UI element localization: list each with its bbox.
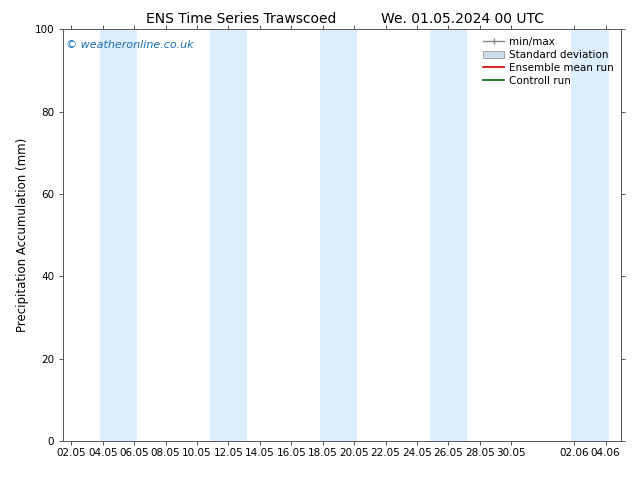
Text: We. 01.05.2024 00 UTC: We. 01.05.2024 00 UTC bbox=[381, 12, 545, 26]
Bar bbox=[100, 29, 138, 441]
Bar bbox=[571, 29, 609, 441]
Text: © weatheronline.co.uk: © weatheronline.co.uk bbox=[66, 40, 194, 49]
Text: ENS Time Series Trawscoed: ENS Time Series Trawscoed bbox=[146, 12, 336, 26]
Bar bbox=[210, 29, 247, 441]
Bar bbox=[320, 29, 358, 441]
Legend: min/max, Standard deviation, Ensemble mean run, Controll run: min/max, Standard deviation, Ensemble me… bbox=[479, 32, 618, 90]
Y-axis label: Precipitation Accumulation (mm): Precipitation Accumulation (mm) bbox=[16, 138, 29, 332]
Bar bbox=[430, 29, 467, 441]
